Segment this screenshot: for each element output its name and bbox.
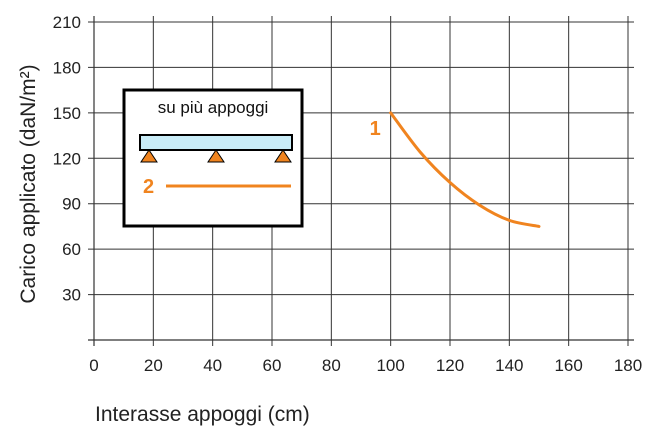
x-tick-label-140: 140 bbox=[495, 356, 523, 375]
beam-icon bbox=[139, 134, 293, 151]
legend-label-2: 2 bbox=[143, 176, 154, 198]
y-tick-label-150: 150 bbox=[53, 104, 81, 123]
y-tick-label-210: 210 bbox=[53, 13, 81, 32]
y-tick-label-60: 60 bbox=[62, 240, 81, 259]
x-tick-label-60: 60 bbox=[263, 356, 282, 375]
support-triangle-icon bbox=[140, 149, 158, 163]
support-triangle-icon bbox=[207, 149, 225, 163]
y-axis-label: Carico applicato (daN/m²) bbox=[17, 64, 40, 303]
series-line-1 bbox=[389, 111, 541, 228]
x-tick-label-100: 100 bbox=[376, 356, 404, 375]
x-axis-label: Interasse appoggi (cm) bbox=[95, 403, 310, 426]
x-tick-label-180: 180 bbox=[614, 356, 642, 375]
y-tick-label-90: 90 bbox=[62, 195, 81, 214]
support-triangle-icon bbox=[274, 149, 292, 163]
series-label-1: 1 bbox=[370, 118, 381, 140]
y-tick-labels: 30 60 90 120 150 180 210 bbox=[53, 13, 81, 305]
inset-legend: su più appoggi 2 bbox=[122, 88, 304, 228]
y-tick-label-180: 180 bbox=[53, 58, 81, 77]
x-tick-label-160: 160 bbox=[554, 356, 582, 375]
x-tick-label-80: 80 bbox=[322, 356, 341, 375]
x-tick-label-0: 0 bbox=[89, 356, 98, 375]
series-layer: 1 bbox=[370, 111, 541, 228]
x-tick-label-120: 120 bbox=[436, 356, 464, 375]
y-tick-label-30: 30 bbox=[62, 286, 81, 305]
inset-title: su più appoggi bbox=[158, 98, 269, 117]
x-tick-labels: 0 20 40 60 80 100 120 140 160 180 bbox=[89, 356, 642, 375]
axes bbox=[88, 16, 634, 346]
supports bbox=[140, 149, 292, 163]
x-tick-label-20: 20 bbox=[144, 356, 163, 375]
y-tick-label-120: 120 bbox=[53, 149, 81, 168]
x-tick-label-40: 40 bbox=[203, 356, 222, 375]
